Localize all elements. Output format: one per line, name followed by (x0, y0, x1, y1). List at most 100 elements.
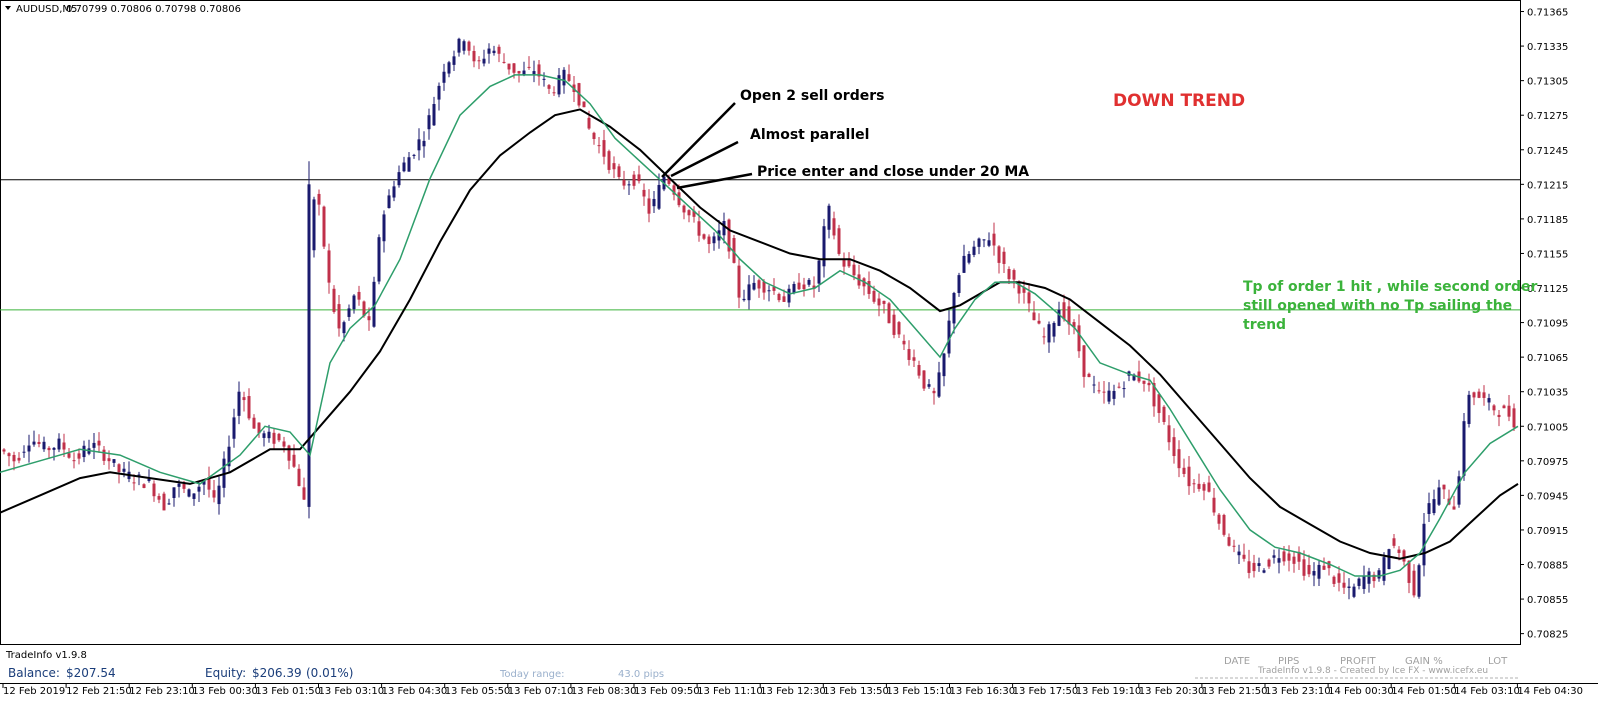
candle-body (67, 453, 71, 458)
candle-body (1497, 414, 1501, 418)
candle-body (102, 449, 106, 461)
candle-body (937, 372, 941, 397)
candle-body (72, 460, 76, 462)
candle-body (987, 240, 991, 246)
candle-body (497, 46, 501, 54)
candle-body (357, 291, 361, 300)
candle-body (1407, 560, 1411, 583)
candle-body (872, 290, 876, 302)
candle-body (837, 228, 841, 254)
candle-body (202, 480, 206, 485)
candle-body (1417, 565, 1421, 597)
candle-body (1377, 570, 1381, 579)
candle-body (742, 298, 746, 301)
candle-body (1102, 391, 1106, 393)
candle-body (1167, 425, 1171, 443)
candle-body (962, 255, 966, 273)
candle-body (762, 281, 766, 293)
candle-body (157, 496, 161, 500)
candle-body (1022, 287, 1026, 293)
candle-body (252, 417, 256, 429)
candle-body (652, 198, 656, 207)
candle-body (32, 441, 36, 445)
candle-body (197, 486, 201, 492)
candle-body (1337, 573, 1341, 583)
annotation-tp-line-2: still opened with no Tp sailing the (1243, 298, 1512, 314)
candle-body (142, 484, 146, 488)
candle-body (567, 74, 571, 81)
candle-body (967, 254, 971, 263)
candle-body (1057, 309, 1061, 326)
y-tick-label: 0.71335 (1527, 42, 1568, 53)
candle-body (1432, 499, 1436, 514)
y-tick-label: 0.71275 (1527, 111, 1568, 122)
candle-body (212, 490, 216, 498)
candle-body (422, 140, 426, 147)
triangle-down-icon[interactable] (5, 6, 11, 10)
col-lot: LOT (1488, 656, 1508, 667)
candle-body (1282, 551, 1286, 562)
candle-body (1292, 556, 1296, 564)
candle-body (372, 281, 376, 327)
candle-body (277, 433, 281, 441)
candle-body (562, 69, 566, 86)
candle-body (1412, 570, 1416, 596)
today-range-label: Today range: (499, 669, 565, 680)
annotation-down-trend: DOWN TREND (1113, 91, 1245, 111)
candle-body (1062, 302, 1066, 320)
candle-body (1382, 557, 1386, 581)
candle-body (1077, 325, 1081, 352)
candle-body (1052, 322, 1056, 337)
candle-body (447, 62, 451, 74)
candle-body (1227, 537, 1231, 546)
candle-body (242, 397, 246, 401)
candle-body (1262, 570, 1266, 573)
x-tick-label: 13 Feb 11:10 (697, 686, 763, 697)
x-tick-label: 13 Feb 07:10 (508, 686, 574, 697)
y-tick-label: 0.71035 (1527, 388, 1568, 399)
candle-body (1142, 380, 1146, 384)
candle-body (412, 154, 416, 156)
y-tick-label: 0.71065 (1527, 353, 1568, 364)
candle-body (1507, 405, 1511, 417)
candle-body (77, 453, 81, 459)
candle-body (827, 205, 831, 230)
candle-body (452, 56, 456, 65)
candle-body (1192, 483, 1196, 485)
candle-body (207, 477, 211, 490)
candle-body (327, 250, 331, 283)
candle-body (472, 50, 476, 62)
candle-body (1357, 578, 1361, 586)
x-tick-label: 13 Feb 13:50 (823, 686, 889, 697)
candle-body (597, 145, 601, 147)
candle-body (7, 453, 11, 457)
candle-body (887, 303, 891, 324)
candle-body (307, 184, 311, 507)
candle-body (432, 104, 436, 126)
x-tick-label: 13 Feb 08:30 (571, 686, 637, 697)
candle-body (1272, 555, 1276, 558)
candle-body (137, 474, 141, 476)
candle-body (777, 293, 781, 301)
credit-text: TradeInfo v1.9.8 - Created by Ice FX - w… (1257, 666, 1488, 676)
y-tick-label: 0.70945 (1527, 491, 1568, 502)
candle-body (697, 221, 701, 236)
candle-body (1392, 538, 1396, 546)
x-tick-label: 14 Feb 03:10 (1454, 686, 1520, 697)
today-range-value: 43.0 pips (618, 669, 664, 680)
col-date: DATE (1224, 656, 1250, 667)
candle-body (162, 493, 166, 511)
candle-body (292, 454, 296, 467)
candle-body (1277, 558, 1281, 563)
candle-body (237, 391, 241, 416)
candle-body (687, 210, 691, 216)
x-tick-label: 14 Feb 04:30 (1517, 686, 1583, 697)
y-tick-label: 0.70975 (1527, 457, 1568, 468)
candle-body (647, 198, 651, 214)
y-tick-label: 0.70885 (1527, 561, 1568, 572)
candle-body (602, 140, 606, 157)
candle-body (1342, 582, 1346, 588)
candle-body (377, 237, 381, 282)
